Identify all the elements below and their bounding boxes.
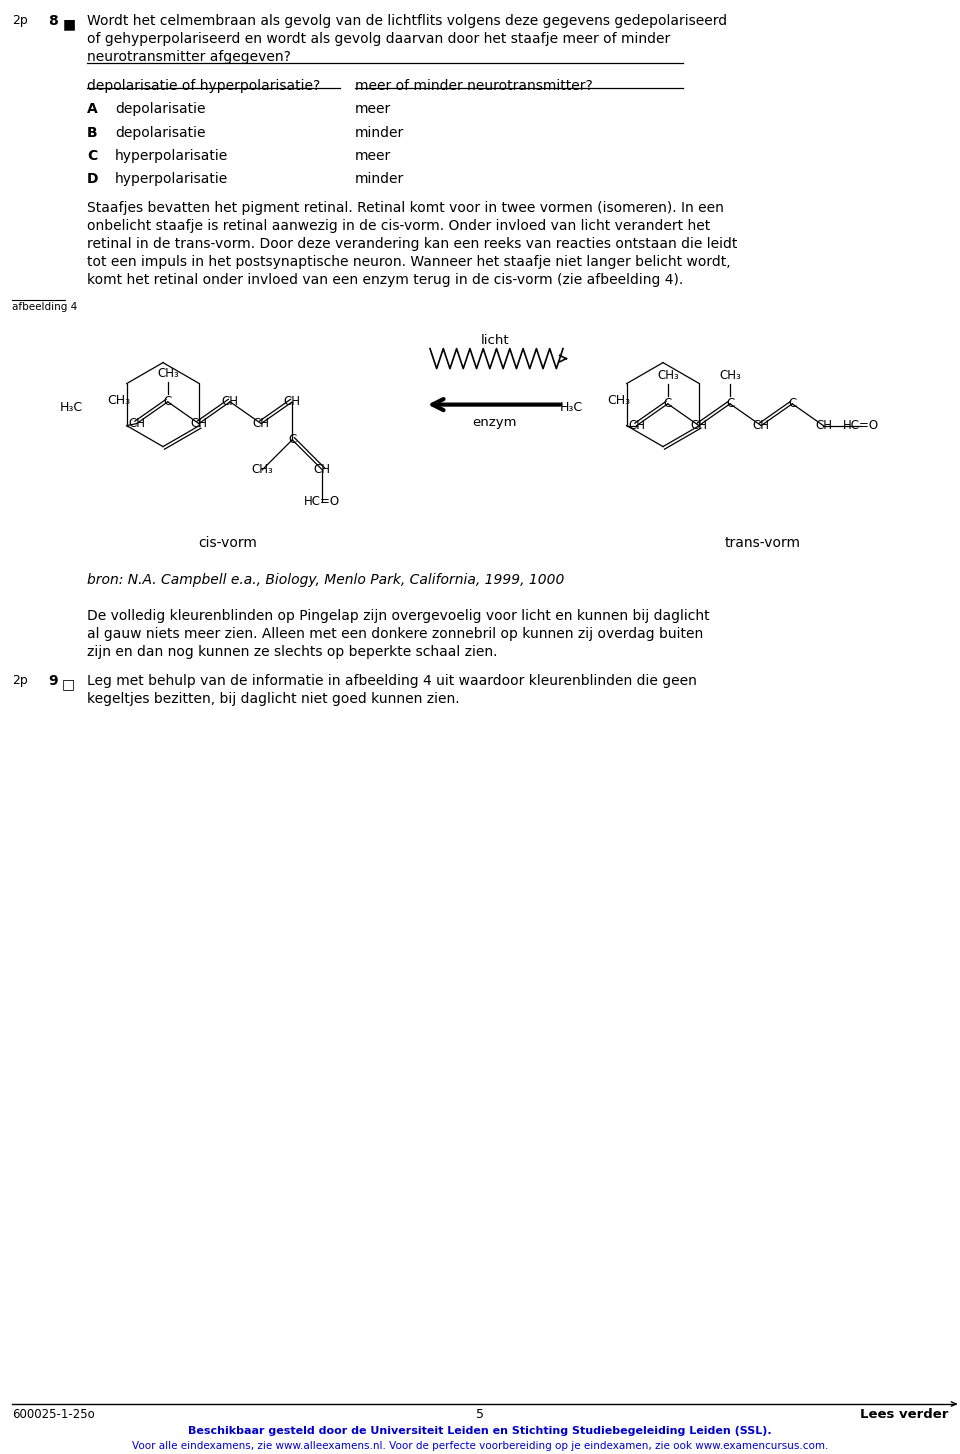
Text: komt het retinal onder invloed van een enzym terug in de cis-vorm (zie afbeeldin: komt het retinal onder invloed van een e… xyxy=(87,273,684,288)
Text: H₃C: H₃C xyxy=(560,401,583,414)
Text: A: A xyxy=(87,102,98,116)
Text: C: C xyxy=(288,433,297,446)
Text: D: D xyxy=(87,173,99,186)
Text: B: B xyxy=(87,125,98,140)
Text: CH: CH xyxy=(314,464,331,477)
Text: al gauw niets meer zien. Alleen met een donkere zonnebril op kunnen zij overdag : al gauw niets meer zien. Alleen met een … xyxy=(87,627,704,641)
Text: depolarisatie of hyperpolarisatie?: depolarisatie of hyperpolarisatie? xyxy=(87,79,321,93)
Text: CH: CH xyxy=(128,417,145,430)
Text: CH₃: CH₃ xyxy=(156,368,179,381)
Text: 9: 9 xyxy=(48,673,58,688)
Text: hyperpolarisatie: hyperpolarisatie xyxy=(115,173,228,186)
Text: afbeelding 4: afbeelding 4 xyxy=(12,301,77,311)
Text: 2p: 2p xyxy=(12,673,28,686)
Text: meer: meer xyxy=(355,102,392,116)
Text: onbelicht staafje is retinal aanwezig in de cis-vorm. Onder invloed van licht ve: onbelicht staafje is retinal aanwezig in… xyxy=(87,220,710,233)
Text: retinal in de trans-vorm. Door deze verandering kan een reeks van reacties ontst: retinal in de trans-vorm. Door deze vera… xyxy=(87,237,737,252)
Text: De volledig kleurenblinden op Pingelap zijn overgevoelig voor licht en kunnen bi: De volledig kleurenblinden op Pingelap z… xyxy=(87,609,709,622)
Text: 600025-1-25o: 600025-1-25o xyxy=(12,1407,95,1421)
Text: trans-vorm: trans-vorm xyxy=(724,537,801,550)
Text: Staafjes bevatten het pigment retinal. Retinal komt voor in twee vormen (isomere: Staafjes bevatten het pigment retinal. R… xyxy=(87,201,724,215)
Text: minder: minder xyxy=(355,173,404,186)
Text: meer of minder neurotransmitter?: meer of minder neurotransmitter? xyxy=(355,79,592,93)
Text: Wordt het celmembraan als gevolg van de lichtflits volgens deze gegevens gedepol: Wordt het celmembraan als gevolg van de … xyxy=(87,15,727,28)
Text: CH₃: CH₃ xyxy=(657,369,679,382)
Text: Voor alle eindexamens, zie www.alleexamens.nl. Voor de perfecte voorbereiding op: Voor alle eindexamens, zie www.alleexame… xyxy=(132,1441,828,1451)
Text: 2p: 2p xyxy=(12,15,28,28)
Text: CH₃: CH₃ xyxy=(607,394,630,407)
Text: HC=O: HC=O xyxy=(304,496,341,509)
Text: Beschikbaar gesteld door de Universiteit Leiden en Stichting Studiebegeleiding L: Beschikbaar gesteld door de Universiteit… xyxy=(188,1426,772,1437)
Text: bron: N.A. Campbell e.a., Biology, Menlo Park, California, 1999, 1000: bron: N.A. Campbell e.a., Biology, Menlo… xyxy=(87,573,564,587)
Text: CH: CH xyxy=(284,395,300,409)
Text: hyperpolarisatie: hyperpolarisatie xyxy=(115,148,228,163)
Text: HC=O: HC=O xyxy=(843,419,879,432)
Text: 5: 5 xyxy=(476,1407,484,1421)
Text: cis-vorm: cis-vorm xyxy=(198,537,257,550)
Text: C: C xyxy=(788,397,797,410)
Text: C: C xyxy=(726,397,734,410)
Text: zijn en dan nog kunnen ze slechts op beperkte schaal zien.: zijn en dan nog kunnen ze slechts op bep… xyxy=(87,646,497,659)
Text: CH: CH xyxy=(190,417,207,430)
Text: minder: minder xyxy=(355,125,404,140)
Text: CH₃: CH₃ xyxy=(252,464,274,477)
Text: kegeltjes bezitten, bij daglicht niet goed kunnen zien.: kegeltjes bezitten, bij daglicht niet go… xyxy=(87,692,460,705)
Text: CH: CH xyxy=(690,419,708,432)
Text: CH: CH xyxy=(815,419,832,432)
Text: H₃C: H₃C xyxy=(60,401,84,414)
Text: enzym: enzym xyxy=(472,416,517,429)
Text: tot een impuls in het postsynaptische neuron. Wanneer het staafje niet langer be: tot een impuls in het postsynaptische ne… xyxy=(87,256,731,269)
Text: C: C xyxy=(663,397,672,410)
Text: neurotransmitter afgegeven?: neurotransmitter afgegeven? xyxy=(87,49,291,64)
Text: C: C xyxy=(163,395,172,409)
Text: □: □ xyxy=(62,676,75,691)
Text: licht: licht xyxy=(481,334,510,348)
Text: meer: meer xyxy=(355,148,392,163)
Text: CH₃: CH₃ xyxy=(719,369,741,382)
Text: depolarisatie: depolarisatie xyxy=(115,125,205,140)
Text: Leg met behulp van de informatie in afbeelding 4 uit waardoor kleurenblinden die: Leg met behulp van de informatie in afbe… xyxy=(87,673,697,688)
Text: CH: CH xyxy=(222,395,238,409)
Text: ■: ■ xyxy=(63,17,76,31)
Text: of gehyperpolariseerd en wordt als gevolg daarvan door het staafje meer of minde: of gehyperpolariseerd en wordt als gevol… xyxy=(87,32,670,47)
Text: CH₃: CH₃ xyxy=(108,394,131,407)
Text: CH: CH xyxy=(628,419,645,432)
Text: Lees verder: Lees verder xyxy=(859,1407,948,1421)
Text: depolarisatie: depolarisatie xyxy=(115,102,205,116)
Text: 8: 8 xyxy=(48,15,58,28)
Text: CH: CH xyxy=(252,417,270,430)
Text: C: C xyxy=(87,148,97,163)
Text: CH: CH xyxy=(753,419,770,432)
